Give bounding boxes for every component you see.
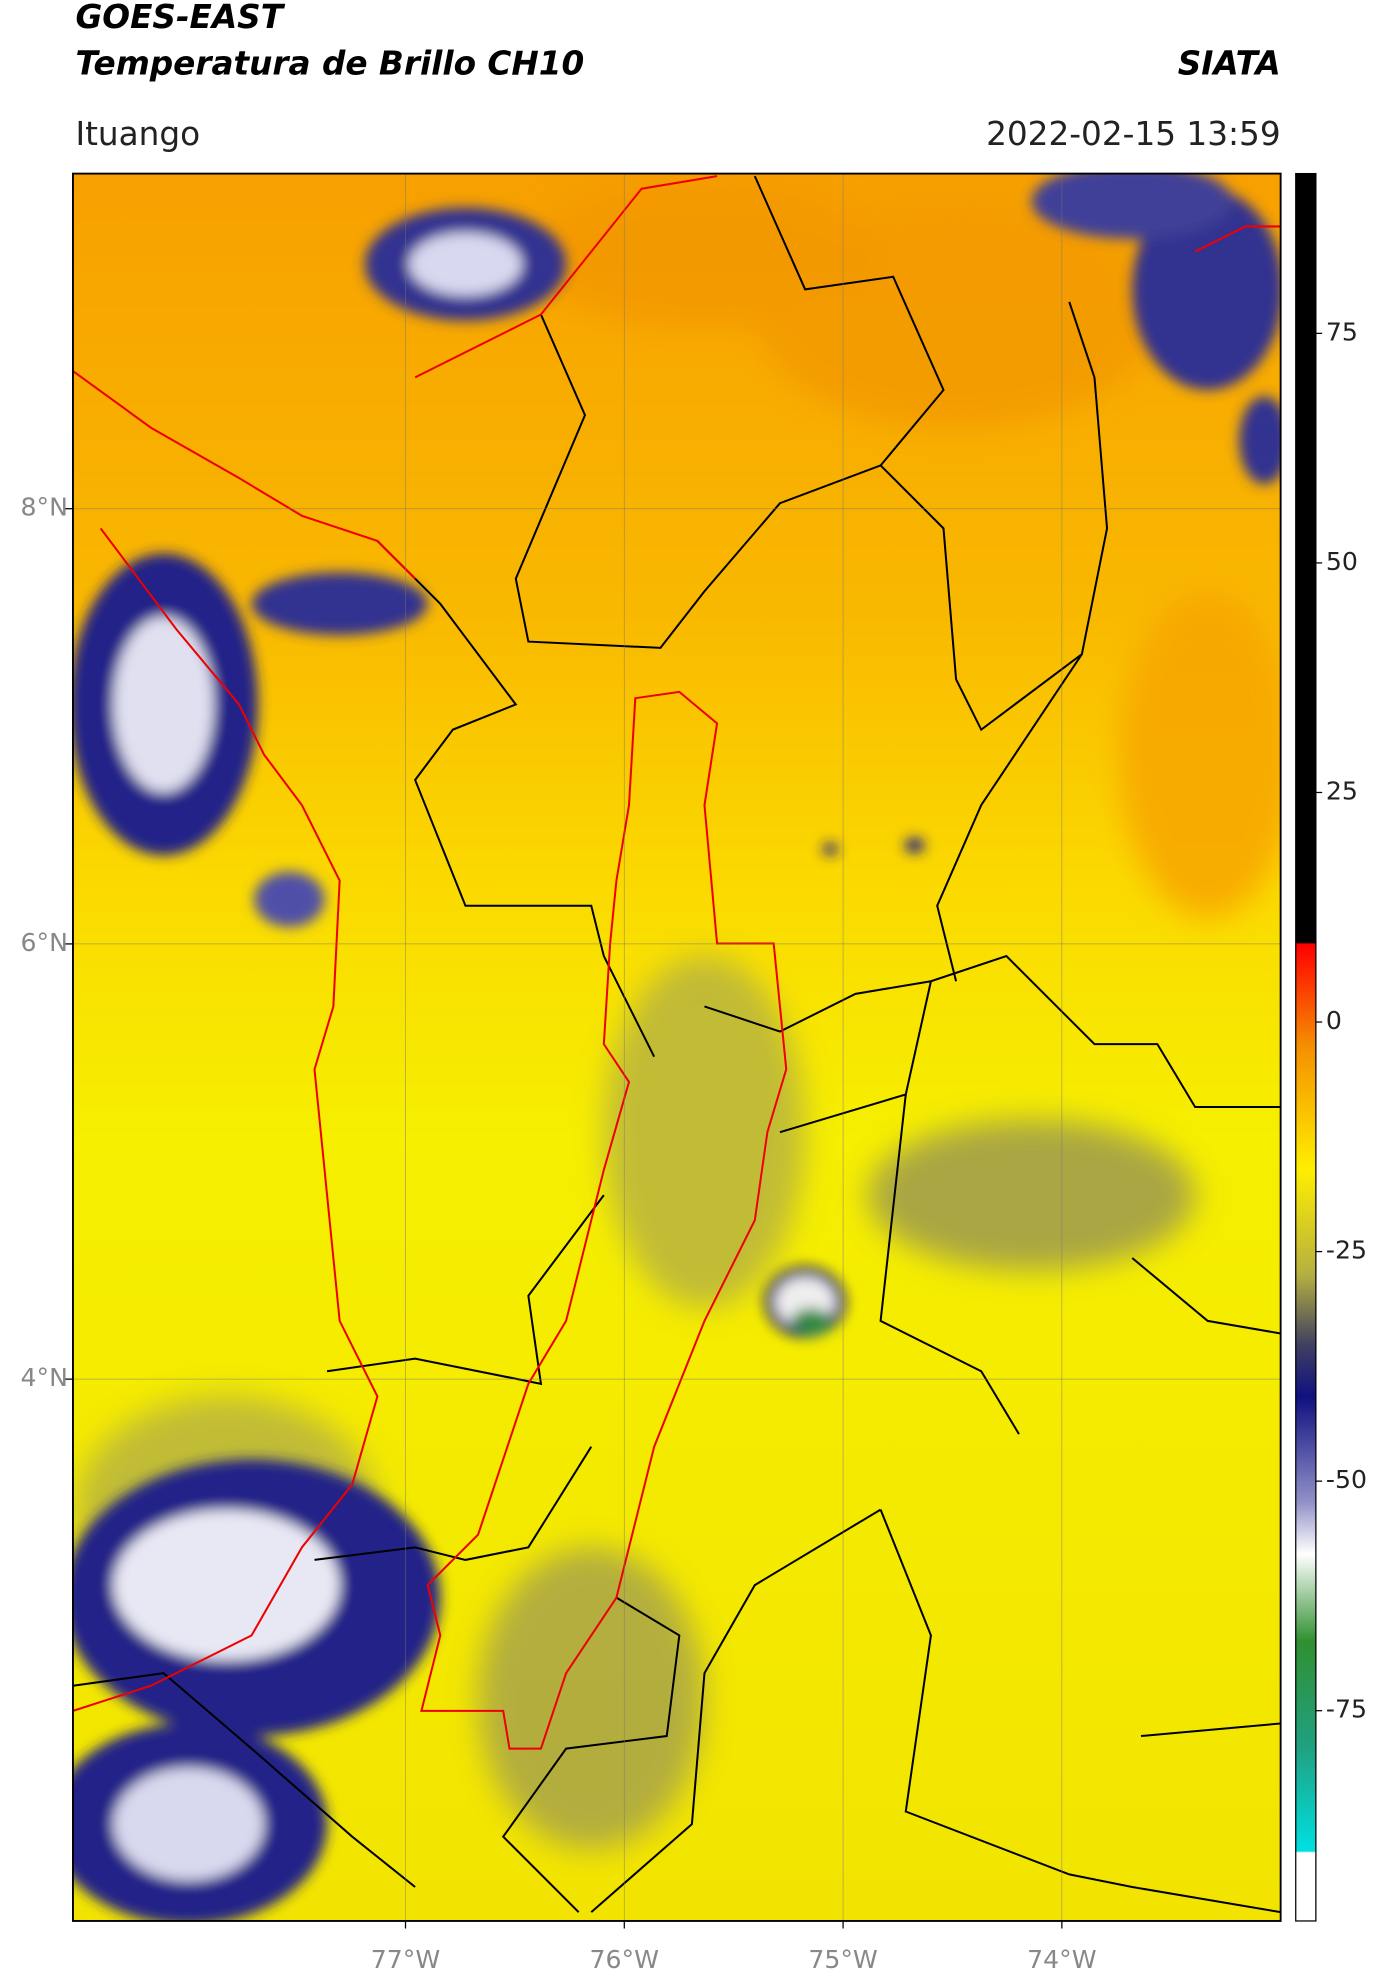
lat-tick-label: 6°N (21, 928, 68, 957)
map-frame (72, 172, 1282, 1922)
colorbar-tick-label: -75 (1326, 1695, 1367, 1724)
lon-tick-label: 75°W (808, 1945, 878, 1974)
colorbar-tick-label: -25 (1326, 1236, 1367, 1265)
lon-tick-label: 76°W (590, 1945, 660, 1974)
grid (72, 173, 1281, 1921)
colorbar-tick-label: 75 (1326, 317, 1358, 346)
lon-tick-label: 74°W (1027, 1945, 1097, 1974)
brand: SIATA (1178, 44, 1281, 82)
colorbar-tick-label: 0 (1326, 1006, 1342, 1035)
lon-tick-label: 77°W (371, 1945, 441, 1974)
subtitle: Temperatura de Brillo CH10 (75, 44, 584, 82)
colorbar-tick-label: 50 (1326, 547, 1358, 576)
datetime: 2022-02-15 13:59 (986, 115, 1281, 153)
lat-tick-label: 4°N (21, 1363, 68, 1392)
colorbar-tick-label: -50 (1326, 1465, 1367, 1494)
borders (72, 175, 1281, 1914)
figure: GOES-EAST Temperatura de Brillo CH10 SIA… (21, 0, 1368, 1974)
boundaries (72, 175, 1281, 1750)
title: GOES-EAST (75, 0, 285, 36)
colorbar (1295, 172, 1317, 1922)
satellite-image (72, 173, 1281, 1921)
lat-tick-label: 8°N (21, 493, 68, 522)
region: Ituango (75, 115, 200, 153)
colorbar-tick-label: 25 (1326, 776, 1358, 805)
